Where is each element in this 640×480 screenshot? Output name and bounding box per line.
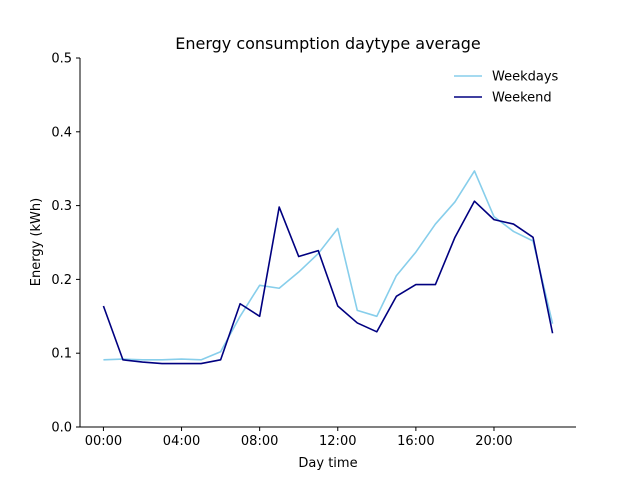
x-tick-label: 08:00 bbox=[241, 434, 278, 449]
chart-title: Energy consumption daytype average bbox=[175, 34, 481, 53]
series-layer bbox=[102, 170, 554, 365]
x-axis-title: Day time bbox=[298, 456, 357, 471]
series-line-weekdays bbox=[103, 170, 554, 361]
x-tick-label: 16:00 bbox=[397, 434, 434, 449]
series-line-weekend bbox=[102, 200, 554, 365]
x-tick-label: 04:00 bbox=[163, 434, 200, 449]
y-ticks: 0.0 0.1 0.2 0.3 0.4 0.5 bbox=[51, 52, 80, 436]
x-ticks: 00:00 04:00 08:00 12:00 16:00 20:00 bbox=[85, 427, 513, 449]
legend: Weekdays Weekend bbox=[454, 70, 559, 106]
x-tick-label: 00:00 bbox=[85, 434, 122, 449]
y-tick-label: 0.3 bbox=[51, 199, 72, 214]
legend-label-weekend: Weekend bbox=[492, 91, 552, 106]
y-tick-label: 0.4 bbox=[51, 125, 72, 140]
legend-label-weekdays: Weekdays bbox=[492, 70, 559, 85]
y-tick-label: 0.5 bbox=[51, 52, 72, 67]
y-tick-label: 0.1 bbox=[51, 347, 72, 362]
y-axis-title: Energy (kWh) bbox=[29, 198, 44, 286]
x-tick-label: 12:00 bbox=[319, 434, 356, 449]
x-tick-label: 20:00 bbox=[475, 434, 512, 449]
y-tick-label: 0.2 bbox=[51, 273, 72, 288]
y-tick-label: 0.0 bbox=[51, 421, 72, 436]
